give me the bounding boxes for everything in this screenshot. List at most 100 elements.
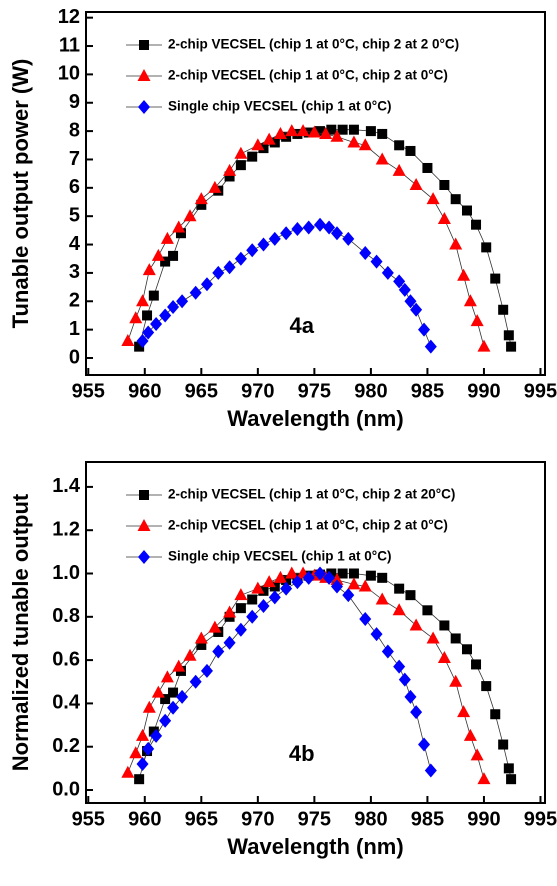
marker	[337, 568, 348, 579]
marker	[159, 308, 172, 323]
marker	[470, 748, 484, 761]
marker	[223, 260, 236, 275]
marker	[315, 126, 326, 137]
marker	[183, 648, 197, 661]
marker	[481, 681, 492, 692]
series: 2-chip VECSEL (chip 1 at 0°C, chip 2 at …	[126, 37, 517, 352]
marker	[189, 285, 202, 300]
marker	[268, 590, 281, 605]
x-axis-label: Wavelength (nm)	[227, 834, 403, 859]
marker	[426, 631, 440, 644]
y-axis-label: Tunable output power (W)	[8, 59, 33, 329]
marker	[175, 228, 186, 239]
y-tick-label: 7	[69, 148, 80, 170]
marker	[258, 585, 269, 596]
marker	[375, 152, 389, 165]
marker	[481, 242, 492, 253]
legend-marker	[137, 519, 151, 531]
marker	[200, 277, 213, 292]
marker	[450, 633, 461, 644]
marker	[168, 687, 179, 698]
legend-label: 2-chip VECSEL (chip 1 at 0°C, chip 2 at …	[168, 487, 455, 502]
marker	[150, 728, 163, 743]
marker	[477, 772, 491, 785]
marker	[196, 199, 207, 210]
marker	[422, 162, 433, 173]
marker	[314, 566, 327, 581]
marker	[359, 611, 372, 626]
marker	[234, 146, 248, 159]
x-tick-label: 965	[185, 380, 218, 402]
y-tick-label: 0.0	[52, 778, 80, 800]
marker	[208, 180, 222, 193]
legend-marker	[138, 550, 150, 564]
marker	[302, 570, 315, 585]
marker	[235, 603, 246, 614]
marker	[142, 263, 156, 276]
marker	[223, 635, 236, 650]
marker	[262, 575, 276, 588]
marker	[200, 663, 213, 678]
marker	[160, 670, 174, 683]
x-tick-label: 960	[128, 808, 161, 830]
y-tick-label: 4	[69, 233, 81, 255]
marker	[160, 694, 171, 705]
y-tick-label: 10	[58, 63, 80, 85]
x-tick-label: 980	[354, 808, 387, 830]
series: 2-chip VECSEL (chip 1 at 0°C, chip 2 at …	[121, 68, 491, 352]
marker	[393, 274, 406, 289]
y-tick-label: 9	[69, 91, 80, 113]
x-tick-label: 965	[185, 808, 218, 830]
marker	[409, 177, 423, 190]
marker	[246, 609, 259, 624]
marker	[394, 140, 405, 151]
marker	[450, 194, 461, 205]
marker	[471, 219, 482, 230]
marker	[375, 592, 389, 605]
marker	[392, 603, 406, 616]
marker	[142, 325, 155, 340]
marker	[370, 627, 383, 642]
marker	[342, 588, 355, 603]
marker	[212, 265, 225, 280]
x-tick-label: 975	[298, 808, 331, 830]
marker	[142, 700, 156, 713]
marker	[223, 163, 237, 176]
marker	[457, 268, 471, 281]
marker	[142, 310, 153, 321]
marker	[394, 583, 405, 594]
legend-label: Single chip VECSEL (chip 1 at 0°C)	[168, 99, 391, 114]
marker	[348, 124, 359, 135]
marker	[291, 575, 304, 590]
plot-frame	[85, 461, 546, 804]
marker	[404, 294, 417, 309]
x-axis-label: Wavelength (nm)	[227, 406, 403, 431]
marker	[337, 124, 348, 135]
marker	[490, 273, 501, 284]
marker	[405, 145, 416, 156]
marker	[246, 243, 259, 258]
x-tick-label: 985	[411, 808, 444, 830]
marker	[234, 588, 248, 601]
y-tick-label: 5	[69, 204, 80, 226]
marker	[176, 294, 189, 309]
series: Single chip VECSEL (chip 1 at 0°C)	[126, 549, 437, 778]
marker	[285, 566, 299, 579]
annotation: 4b	[289, 741, 315, 766]
marker	[194, 192, 208, 205]
marker	[377, 128, 388, 139]
marker	[257, 237, 270, 252]
marker	[437, 212, 451, 225]
marker	[471, 659, 482, 670]
marker	[129, 746, 143, 759]
legend-marker	[139, 490, 149, 500]
marker	[150, 316, 163, 331]
marker	[358, 138, 372, 151]
y-tick-label: 3	[69, 261, 80, 283]
marker	[449, 237, 463, 250]
marker	[251, 581, 265, 594]
marker	[307, 125, 321, 138]
marker	[160, 231, 174, 244]
marker	[503, 330, 514, 341]
marker	[280, 581, 293, 596]
